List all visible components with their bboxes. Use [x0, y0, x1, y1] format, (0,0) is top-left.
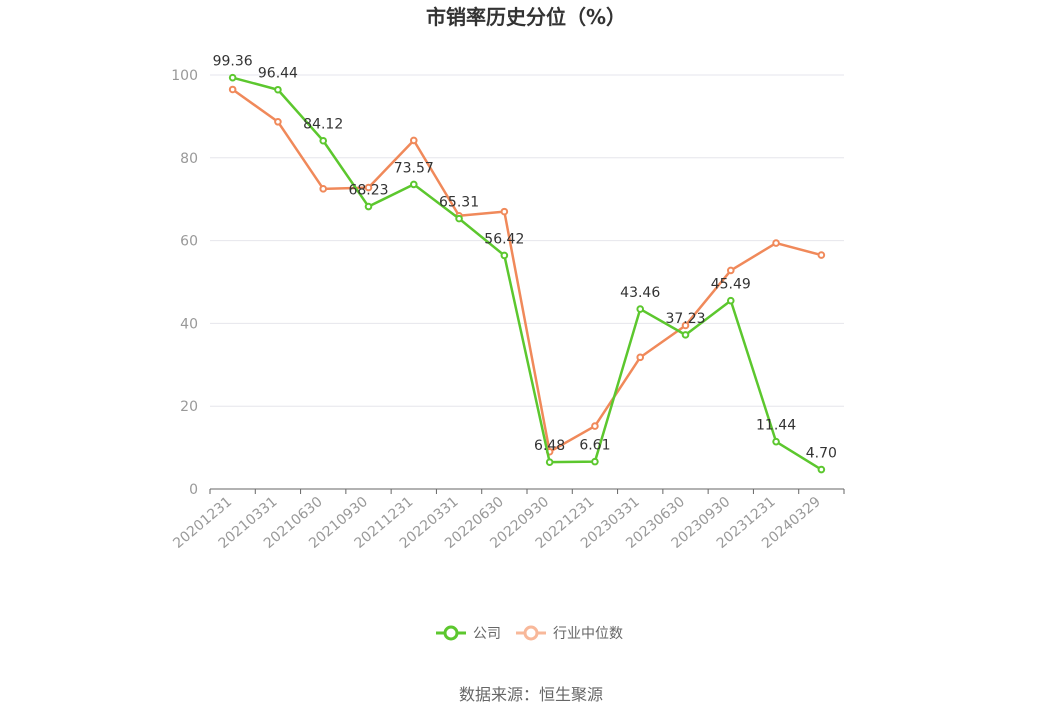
- y-tick-label: 80: [180, 151, 198, 167]
- data-source: 数据来源：恒生聚源: [459, 685, 603, 704]
- data-label: 65.31: [439, 195, 479, 211]
- data-labels: 99.36 96.44 84.12 68.23 73.57 65.31 56.42 6.48 6…: [213, 54, 837, 462]
- y-tick-label: 20: [180, 399, 198, 415]
- data-point-industry[interactable]: [591, 422, 599, 430]
- data-point-company[interactable]: [364, 202, 373, 211]
- data-point-company[interactable]: [500, 251, 509, 260]
- data-point-industry[interactable]: [726, 266, 735, 275]
- data-label: 43.46: [620, 285, 660, 301]
- data-point-company[interactable]: [228, 73, 237, 82]
- data-label: 84.12: [303, 117, 343, 133]
- data-label: 4.70: [806, 446, 837, 462]
- data-point-industry[interactable]: [364, 183, 373, 192]
- data-label: 99.36: [213, 54, 253, 70]
- x-axis-ticks: 2020123120210331202106302021093020211231…: [170, 489, 845, 552]
- y-axis-ticks: 0 20 40 60 80 100: [171, 68, 198, 498]
- data-label: 96.44: [258, 66, 298, 82]
- y-tick-label: 0: [189, 482, 198, 498]
- data-point-company[interactable]: [455, 214, 463, 223]
- data-point-company[interactable]: [817, 465, 826, 474]
- data-point-company[interactable]: [409, 180, 418, 189]
- data-point-company[interactable]: [545, 458, 554, 466]
- legend-label-industry: 行业中位数: [553, 626, 623, 642]
- data-point-company[interactable]: [636, 305, 645, 313]
- data-point-industry[interactable]: [409, 136, 418, 145]
- data-point-industry[interactable]: [817, 251, 826, 259]
- data-point-company[interactable]: [274, 85, 282, 94]
- y-tick-label: 40: [180, 316, 198, 332]
- data-label: 37.23: [665, 311, 705, 327]
- legend: 公司 行业中位数: [436, 625, 623, 642]
- data-point-industry[interactable]: [228, 85, 237, 94]
- data-point-industry[interactable]: [681, 321, 690, 330]
- series-line-company: [232, 76, 823, 471]
- data-point-industry[interactable]: [500, 207, 509, 216]
- data-point-industry[interactable]: [772, 239, 780, 247]
- data-label: 45.49: [711, 277, 751, 293]
- legend-marker-industry: [523, 625, 539, 641]
- y-tick-label: 60: [180, 234, 198, 250]
- data-label: 11.44: [756, 418, 796, 434]
- legend-item-company[interactable]: 公司: [436, 625, 501, 642]
- data-point-company[interactable]: [726, 296, 735, 305]
- series-line-industry: [231, 88, 822, 453]
- data-point-company[interactable]: [591, 457, 599, 466]
- data-point-company[interactable]: [772, 437, 780, 446]
- data-point-industry[interactable]: [636, 353, 645, 362]
- chart-title: 市销率历史分位（%）: [426, 5, 626, 29]
- data-label: 73.57: [394, 160, 434, 176]
- data-point-industry[interactable]: [274, 117, 282, 126]
- series-layer: [228, 73, 826, 474]
- data-point-industry[interactable]: [319, 185, 328, 193]
- data-point-company[interactable]: [681, 331, 690, 339]
- data-label: 56.42: [484, 231, 524, 247]
- data-point-company[interactable]: [319, 136, 328, 145]
- legend-item-industry[interactable]: 行业中位数: [516, 625, 623, 642]
- data-label: 68.23: [348, 183, 388, 199]
- legend-label-company: 公司: [473, 626, 501, 642]
- data-label: 6.48: [534, 438, 565, 454]
- data-label: 6.61: [579, 438, 610, 454]
- y-tick-label: 100: [171, 68, 198, 84]
- legend-marker-company: [443, 625, 459, 641]
